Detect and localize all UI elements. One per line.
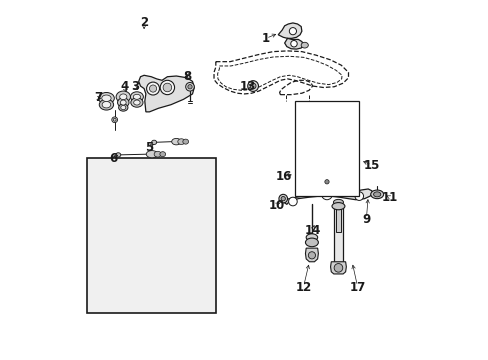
Text: 4: 4	[120, 80, 128, 93]
Text: 16: 16	[275, 170, 291, 183]
Circle shape	[146, 82, 159, 95]
Circle shape	[322, 177, 330, 186]
Text: 11: 11	[381, 192, 397, 204]
Ellipse shape	[133, 94, 140, 99]
Circle shape	[187, 85, 192, 89]
Ellipse shape	[133, 100, 140, 105]
Ellipse shape	[102, 95, 111, 102]
Ellipse shape	[99, 93, 114, 104]
Circle shape	[290, 41, 297, 47]
Ellipse shape	[183, 139, 188, 144]
Ellipse shape	[331, 203, 344, 210]
Ellipse shape	[120, 100, 126, 105]
Circle shape	[321, 189, 332, 200]
Ellipse shape	[305, 238, 318, 247]
Ellipse shape	[146, 150, 158, 158]
Text: 3: 3	[131, 80, 139, 93]
Ellipse shape	[305, 234, 317, 241]
Polygon shape	[284, 189, 372, 204]
Text: 5: 5	[145, 141, 153, 154]
Ellipse shape	[313, 178, 339, 185]
Circle shape	[324, 180, 328, 184]
Ellipse shape	[102, 102, 110, 108]
Polygon shape	[305, 248, 318, 262]
Ellipse shape	[370, 190, 383, 199]
Ellipse shape	[121, 105, 125, 110]
Ellipse shape	[333, 199, 343, 205]
Text: 10: 10	[268, 199, 285, 212]
Text: 1: 1	[262, 32, 269, 45]
Text: 17: 17	[348, 281, 365, 294]
Circle shape	[308, 252, 315, 259]
Ellipse shape	[160, 152, 165, 157]
Ellipse shape	[171, 138, 181, 145]
Ellipse shape	[130, 92, 143, 102]
Text: 2: 2	[140, 16, 148, 29]
Circle shape	[112, 117, 117, 123]
Circle shape	[250, 83, 255, 89]
Circle shape	[288, 197, 297, 206]
Text: 15: 15	[363, 159, 379, 172]
Circle shape	[281, 197, 285, 201]
Circle shape	[354, 192, 363, 201]
Ellipse shape	[308, 176, 345, 188]
Bar	[86, 158, 215, 313]
Text: 12: 12	[295, 281, 311, 294]
Text: 8: 8	[183, 69, 191, 82]
Text: 14: 14	[304, 224, 320, 238]
Circle shape	[163, 83, 171, 92]
Ellipse shape	[178, 139, 184, 144]
Polygon shape	[284, 39, 303, 49]
Ellipse shape	[117, 98, 129, 107]
Text: 7: 7	[94, 91, 102, 104]
Ellipse shape	[99, 99, 113, 110]
Text: 13: 13	[240, 80, 256, 93]
Circle shape	[160, 80, 174, 95]
Circle shape	[278, 194, 287, 203]
Circle shape	[247, 81, 258, 91]
Ellipse shape	[116, 153, 121, 157]
Ellipse shape	[154, 151, 161, 157]
Ellipse shape	[131, 98, 142, 107]
Text: 9: 9	[362, 213, 370, 226]
Ellipse shape	[119, 104, 128, 111]
Ellipse shape	[116, 91, 130, 103]
Circle shape	[185, 82, 194, 91]
Polygon shape	[310, 182, 341, 194]
Polygon shape	[330, 262, 346, 274]
Ellipse shape	[120, 94, 126, 100]
Ellipse shape	[301, 42, 308, 48]
Ellipse shape	[373, 192, 380, 197]
Ellipse shape	[151, 140, 156, 144]
Polygon shape	[139, 75, 194, 112]
Bar	[294, 101, 359, 196]
Text: 6: 6	[109, 152, 118, 165]
Circle shape	[319, 175, 333, 189]
Circle shape	[149, 85, 156, 92]
Polygon shape	[278, 23, 301, 39]
Bar	[336, 206, 340, 232]
Circle shape	[289, 28, 296, 35]
Circle shape	[333, 264, 342, 272]
Bar	[333, 206, 342, 262]
